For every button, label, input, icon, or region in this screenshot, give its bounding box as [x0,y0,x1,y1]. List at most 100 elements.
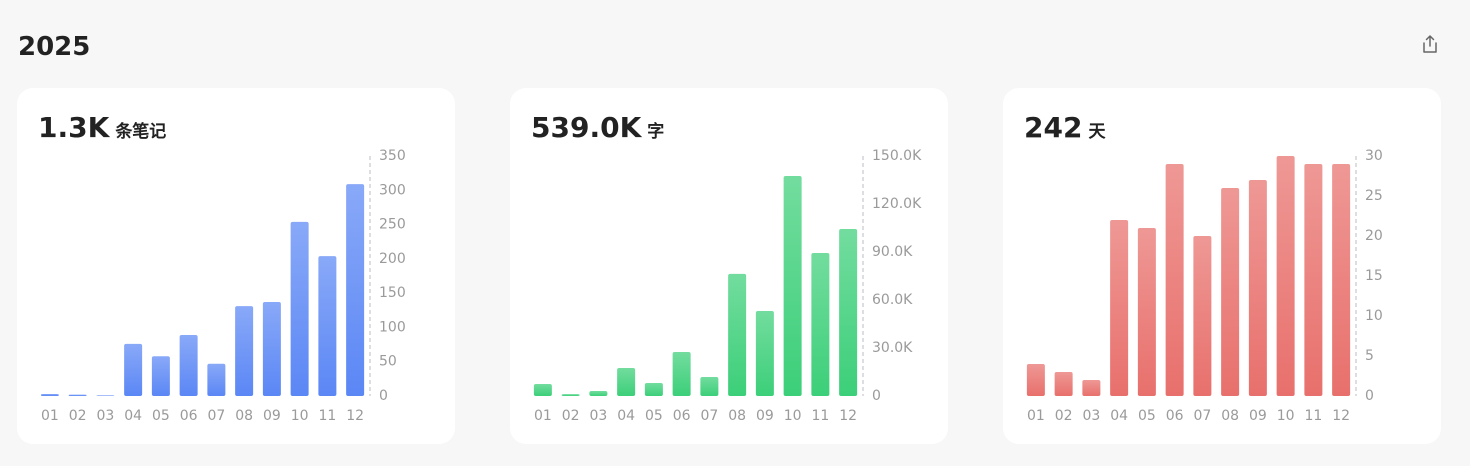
x-tick-label: 10 [784,408,802,424]
bar [728,273,747,396]
y-tick-label: 15 [1365,268,1383,284]
bar [1193,236,1212,396]
x-tick-label: 08 [235,408,253,424]
y-tick-label: 0 [1365,388,1374,404]
share-icon[interactable] [1423,42,1437,53]
bar [1137,228,1156,396]
share-button[interactable] [1423,35,1437,53]
y-tick-label: 120.0K [872,196,922,212]
bar [755,311,774,396]
x-tick-label: 09 [1249,408,1267,424]
x-tick-label: 03 [1082,408,1100,424]
y-tick-label: 90.0K [872,244,913,260]
y-tick-label: 25 [1365,188,1383,204]
x-tick-label: 04 [124,408,142,424]
page-title: 2025 [18,32,90,62]
x-tick-label: 01 [1027,408,1045,424]
bar [1248,180,1267,396]
bar [1332,164,1351,396]
card-title: 539.0K 字 [531,111,664,144]
x-tick-label: 05 [1138,408,1156,424]
x-tick-label: 05 [645,408,663,424]
x-tick-label: 08 [728,408,746,424]
x-tick-label: 10 [1277,408,1295,424]
bar [1082,380,1101,396]
bar [96,395,115,396]
x-tick-label: 04 [1110,408,1128,424]
card-unit: 字 [647,121,664,142]
x-tick-label: 12 [1332,408,1350,424]
x-tick-label: 06 [180,408,198,424]
x-tick-label: 11 [318,408,336,424]
card-value: 539.0K [531,111,643,144]
y-tick-label: 250 [379,217,406,233]
y-tick-label: 300 [379,182,406,198]
x-tick-label: 07 [1193,408,1211,424]
y-tick-label: 350 [379,148,406,164]
y-tick-label: 30.0K [872,340,913,356]
card-unit: 条笔记 [114,121,166,142]
x-tick-label: 09 [263,408,281,424]
bar [700,376,719,396]
x-tick-label: 07 [700,408,718,424]
bar [1276,156,1295,396]
x-tick-label: 02 [1055,408,1073,424]
bar [1026,364,1045,396]
bar [1165,164,1184,396]
x-tick-label: 08 [1221,408,1239,424]
y-tick-label: 5 [1365,348,1374,364]
bar [672,352,691,396]
y-tick-label: 100 [379,319,406,335]
chart-card: 539.0K 字 0 30.0K 60.0K 90.0K 120.0K 150.0K 01 02 0… [510,88,948,444]
bar [262,302,281,396]
x-tick-label: 02 [69,408,87,424]
x-tick-label: 11 [1304,408,1322,424]
bar [68,394,87,396]
bar [1221,188,1240,396]
x-tick-label: 12 [346,408,364,424]
y-tick-label: 50 [379,354,397,370]
x-tick-label: 01 [41,408,59,424]
card-title: 242 天 [1024,111,1106,144]
x-tick-label: 04 [617,408,635,424]
card-title: 1.3K 条笔记 [38,111,166,144]
chart-card: 1.3K 条笔记 0 50 100 150 200 250 300 350 01 02 03 04 05 06… [17,88,455,444]
x-tick-label: 10 [291,408,309,424]
bar [533,384,552,396]
bar [811,252,830,396]
y-tick-label: 0 [379,388,388,404]
bar [290,221,309,396]
y-tick-label: 30 [1365,148,1383,164]
bar [207,363,226,396]
x-tick-label: 09 [756,408,774,424]
bar [179,334,198,396]
x-tick-label: 06 [673,408,691,424]
x-tick-label: 11 [811,408,829,424]
y-tick-label: 10 [1365,308,1383,324]
share-icon-arrow[interactable] [1425,35,1435,47]
card-unit: 天 [1088,122,1106,142]
y-tick-label: 20 [1365,228,1383,244]
x-tick-label: 06 [1166,408,1184,424]
bar [1054,372,1073,396]
card-value: 242 [1024,111,1082,144]
y-tick-label: 150 [379,285,406,301]
y-tick-label: 0 [872,388,881,404]
bar [40,393,59,396]
bar [839,228,858,396]
x-tick-label: 02 [562,408,580,424]
bar [644,383,663,396]
bar [617,368,636,396]
x-tick-label: 12 [839,408,857,424]
bar [235,306,254,396]
bar [1304,164,1323,396]
bar [783,176,802,396]
bar [1110,220,1129,396]
bar [124,343,143,396]
bar [151,356,170,396]
x-tick-label: 05 [152,408,170,424]
bar [589,391,608,396]
y-tick-label: 150.0K [872,148,922,164]
x-tick-label: 03 [589,408,607,424]
